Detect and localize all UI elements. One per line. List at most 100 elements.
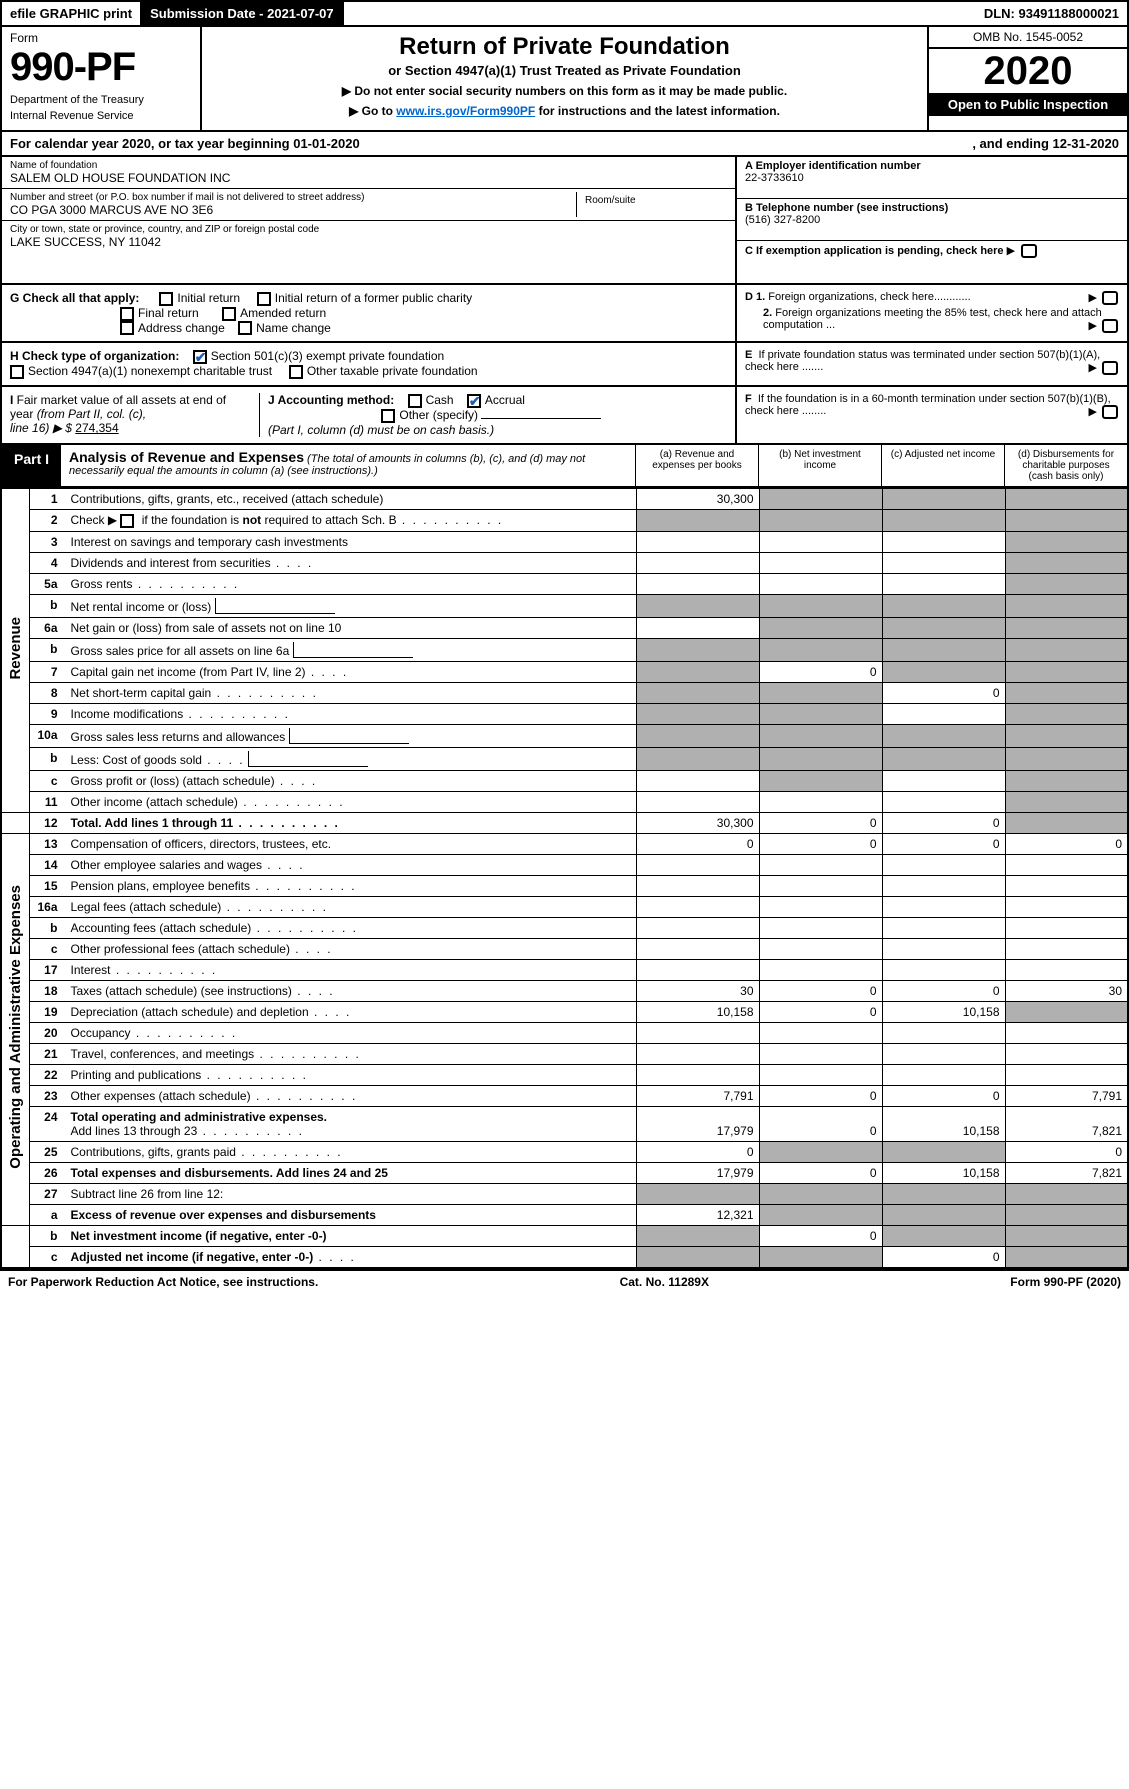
table-row: cAdjusted net income (if negative, enter… — [1, 1246, 1128, 1268]
footer-left: For Paperwork Reduction Act Notice, see … — [8, 1275, 318, 1289]
table-row: 8Net short-term capital gain0 — [1, 682, 1128, 703]
section-d: D 1. Foreign organizations, check here..… — [737, 285, 1127, 341]
table-row: 9Income modifications — [1, 703, 1128, 724]
table-row: 14Other employee salaries and wages — [1, 854, 1128, 875]
part1-tab: Part I — [2, 445, 61, 486]
table-row: bAccounting fees (attach schedule) — [1, 917, 1128, 938]
col-a-hdr: (a) Revenue and expenses per books — [635, 445, 758, 486]
table-row: 16aLegal fees (attach schedule) — [1, 896, 1128, 917]
calendar-year-row: For calendar year 2020, or tax year begi… — [0, 132, 1129, 157]
table-row: Operating and Administrative Expenses 13… — [1, 833, 1128, 854]
table-row: cGross profit or (loss) (attach schedule… — [1, 770, 1128, 791]
part1-table: Revenue 1Contributions, gifts, grants, e… — [0, 488, 1129, 1269]
table-row: aExcess of revenue over expenses and dis… — [1, 1204, 1128, 1225]
table-row: 24Total operating and administrative exp… — [1, 1106, 1128, 1141]
checkbox-c[interactable] — [1021, 244, 1037, 258]
irs-link[interactable]: www.irs.gov/Form990PF — [396, 104, 535, 118]
table-row: 18Taxes (attach schedule) (see instructi… — [1, 980, 1128, 1001]
cal-begin: For calendar year 2020, or tax year begi… — [10, 136, 360, 151]
form-title: Return of Private Foundation — [212, 33, 917, 61]
checkbox-address-change[interactable] — [120, 321, 134, 335]
table-row: 26Total expenses and disbursements. Add … — [1, 1162, 1128, 1183]
table-row: 23Other expenses (attach schedule)7,7910… — [1, 1085, 1128, 1106]
table-row: 7Capital gain net income (from Part IV, … — [1, 661, 1128, 682]
checkbox-cash[interactable] — [408, 394, 422, 408]
checkbox-4947[interactable] — [10, 365, 24, 379]
table-row: 19Depreciation (attach schedule) and dep… — [1, 1001, 1128, 1022]
form-subtitle: or Section 4947(a)(1) Trust Treated as P… — [212, 63, 917, 78]
header-right: OMB No. 1545-0052 2020 Open to Public In… — [927, 27, 1127, 130]
table-row: 5aGross rents — [1, 573, 1128, 594]
dept-treasury: Department of the Treasury — [10, 94, 192, 106]
table-row: bGross sales price for all assets on lin… — [1, 638, 1128, 661]
table-row: 15Pension plans, employee benefits — [1, 875, 1128, 896]
revenue-side-label: Revenue — [1, 488, 30, 812]
submission-date: Submission Date - 2021-07-07 — [142, 2, 344, 25]
checkbox-initial-public[interactable] — [257, 292, 271, 306]
checkbox-501c3[interactable] — [193, 350, 207, 364]
table-row: 10aGross sales less returns and allowanc… — [1, 724, 1128, 747]
form-label: Form — [10, 31, 192, 45]
table-row: 20Occupancy — [1, 1022, 1128, 1043]
top-bar: efile GRAPHIC print Submission Date - 20… — [0, 0, 1129, 27]
section-g: G Check all that apply: Initial return I… — [2, 285, 737, 341]
foundation-name-row: Name of foundation SALEM OLD HOUSE FOUND… — [2, 157, 735, 189]
col-b-hdr: (b) Net investment income — [758, 445, 881, 486]
footer: For Paperwork Reduction Act Notice, see … — [0, 1269, 1129, 1293]
checkbox-amended-return[interactable] — [222, 307, 236, 321]
table-row: bLess: Cost of goods sold — [1, 747, 1128, 770]
dept-irs: Internal Revenue Service — [10, 110, 192, 122]
header-mid: Return of Private Foundation or Section … — [202, 27, 927, 130]
open-to-public: Open to Public Inspection — [929, 93, 1127, 116]
exemption-pending-row: C If exemption application is pending, c… — [737, 241, 1127, 283]
efile-label: efile GRAPHIC print — [2, 2, 142, 25]
table-row: 2Check ▶ if the foundation is not requir… — [1, 509, 1128, 531]
header-left: Form 990-PF Department of the Treasury I… — [2, 27, 202, 130]
dln: DLN: 93491188000021 — [976, 2, 1127, 25]
table-row: 3Interest on savings and temporary cash … — [1, 531, 1128, 552]
table-row: bNet rental income or (loss) — [1, 594, 1128, 617]
footer-right: Form 990-PF (2020) — [1010, 1275, 1121, 1289]
table-row: 21Travel, conferences, and meetings — [1, 1043, 1128, 1064]
table-row: 6aNet gain or (loss) from sale of assets… — [1, 617, 1128, 638]
section-h-e: H Check type of organization: Section 50… — [0, 343, 1129, 387]
form-header: Form 990-PF Department of the Treasury I… — [0, 27, 1129, 132]
col-c-hdr: (c) Adjusted net income — [881, 445, 1004, 486]
info-grid: Name of foundation SALEM OLD HOUSE FOUND… — [0, 157, 1129, 285]
footer-mid: Cat. No. 11289X — [620, 1275, 709, 1289]
part1-title: Analysis of Revenue and Expenses (The to… — [61, 445, 635, 486]
checkbox-e[interactable] — [1102, 361, 1118, 375]
fmv-value: 274,354 — [75, 421, 118, 435]
checkbox-d2[interactable] — [1102, 319, 1118, 333]
omb-number: OMB No. 1545-0052 — [929, 27, 1127, 49]
checkbox-other-taxable[interactable] — [289, 365, 303, 379]
table-row: 11Other income (attach schedule) — [1, 791, 1128, 812]
table-row: Revenue 1Contributions, gifts, grants, e… — [1, 488, 1128, 509]
table-row: 25Contributions, gifts, grants paid00 — [1, 1141, 1128, 1162]
checkbox-name-change[interactable] — [238, 321, 252, 335]
table-row: 27Subtract line 26 from line 12: — [1, 1183, 1128, 1204]
part1-header: Part I Analysis of Revenue and Expenses … — [0, 445, 1129, 488]
tax-year: 2020 — [929, 49, 1127, 93]
checkbox-initial-return[interactable] — [159, 292, 173, 306]
table-row: 12Total. Add lines 1 through 1130,30000 — [1, 812, 1128, 833]
col-d-hdr: (d) Disbursements for charitable purpose… — [1004, 445, 1127, 486]
checkbox-final-return[interactable] — [120, 307, 134, 321]
table-row: 22Printing and publications — [1, 1064, 1128, 1085]
section-e: E If private foundation status was termi… — [737, 343, 1127, 385]
checkbox-other-method[interactable] — [381, 409, 395, 423]
note-ssn: ▶ Do not enter social security numbers o… — [212, 84, 917, 98]
checkbox-accrual[interactable] — [467, 394, 481, 408]
table-row: cOther professional fees (attach schedul… — [1, 938, 1128, 959]
arrow-icon: ▶ — [1007, 245, 1015, 257]
address-row: Number and street (or P.O. box number if… — [2, 189, 735, 221]
section-f: F If the foundation is in a 60-month ter… — [737, 387, 1127, 443]
cal-end: , and ending 12-31-2020 — [972, 136, 1119, 151]
form-number: 990-PF — [10, 45, 192, 90]
city-row: City or town, state or province, country… — [2, 221, 735, 252]
table-row: 4Dividends and interest from securities — [1, 552, 1128, 573]
checkbox-f[interactable] — [1102, 405, 1118, 419]
checkbox-sch-b[interactable] — [120, 514, 134, 528]
checkbox-d1[interactable] — [1102, 291, 1118, 305]
ein-row: A Employer identification number 22-3733… — [737, 157, 1127, 199]
